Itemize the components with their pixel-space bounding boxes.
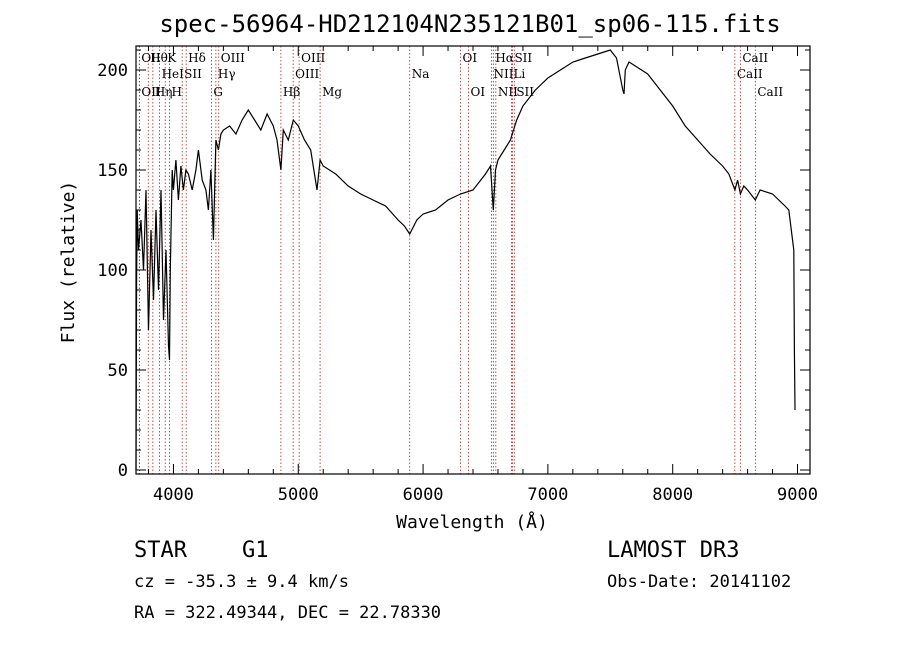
spectral-line-label: Hβ	[283, 85, 300, 99]
spectral-line-label: Hη	[155, 85, 173, 99]
plot-frame	[135, 45, 811, 475]
x-axis-ticks: 4000 5000 6000 7000 8000 9000	[147, 46, 818, 505]
x-tick-label: 4000	[153, 485, 194, 505]
spectral-line-label: K	[167, 51, 177, 65]
y-tick-label: 100	[97, 261, 128, 281]
spectral-line-label: OIII	[221, 51, 245, 65]
object-subclass: G1	[242, 538, 269, 563]
spectral-line-label: Hθ	[150, 51, 168, 65]
y-tick-label: 50	[108, 361, 128, 381]
x-tick-label: 6000	[403, 485, 444, 505]
spectral-line-markers	[138, 46, 756, 474]
spectral-line-label: SII	[184, 67, 202, 81]
spectral-line-label: Hα	[495, 51, 514, 65]
spectral-line-label: CaII	[757, 85, 783, 99]
spectral-line-label: OIII	[295, 67, 319, 81]
y-tick-label: 200	[97, 61, 128, 81]
redshift-cz: cz = -35.3 ± 9.4 km/s	[134, 572, 349, 592]
x-tick-label: 9000	[777, 485, 818, 505]
spectral-line-label: OI	[471, 85, 486, 99]
spectral-line-label: Li	[513, 67, 525, 81]
coordinates: RA = 322.49344, DEC = 22.78330	[134, 603, 442, 623]
x-tick-label: 5000	[278, 485, 319, 505]
spectral-line-label: G	[213, 85, 223, 99]
spectral-line-label: Na	[412, 67, 430, 81]
spectral-line-label: SII	[514, 51, 532, 65]
x-axis-label: Wavelength (Å)	[396, 511, 548, 533]
spectral-line-label: OI	[463, 51, 478, 65]
spectral-line-label: SII	[516, 85, 534, 99]
chart-title: spec-56964-HD212104N235121B01_sp06-115.f…	[159, 10, 780, 38]
spectral-line-label: H	[171, 85, 181, 99]
spectral-line-label: CaII	[737, 67, 763, 81]
spectral-line-label: OIII	[301, 51, 325, 65]
object-class: STAR	[134, 538, 187, 563]
spectral-line-label: HeI	[162, 67, 185, 81]
y-tick-label: 0	[118, 461, 128, 481]
spectral-line-label: CaII	[742, 51, 768, 65]
x-tick-label: 8000	[652, 485, 693, 505]
spectral-line-label: NII	[493, 67, 513, 81]
spectrum-line	[135, 49, 796, 471]
y-axis-ticks: 0 50 100 150 200	[97, 49, 810, 481]
spectral-line-label: NII	[498, 85, 518, 99]
spectral-line-label: OII	[141, 85, 161, 99]
spectral-line-label: OII	[141, 51, 161, 65]
spectral-line-label: Mg	[322, 85, 342, 99]
spectral-line-label: Hδ	[188, 51, 206, 65]
y-axis-label: Flux (relative)	[58, 181, 79, 344]
obs-date: Obs-Date: 20141102	[607, 572, 792, 592]
x-tick-label: 7000	[527, 485, 568, 505]
survey-name: LAMOST DR3	[607, 538, 740, 563]
y-tick-label: 150	[97, 161, 128, 181]
spectral-line-label: Hγ	[218, 67, 236, 81]
